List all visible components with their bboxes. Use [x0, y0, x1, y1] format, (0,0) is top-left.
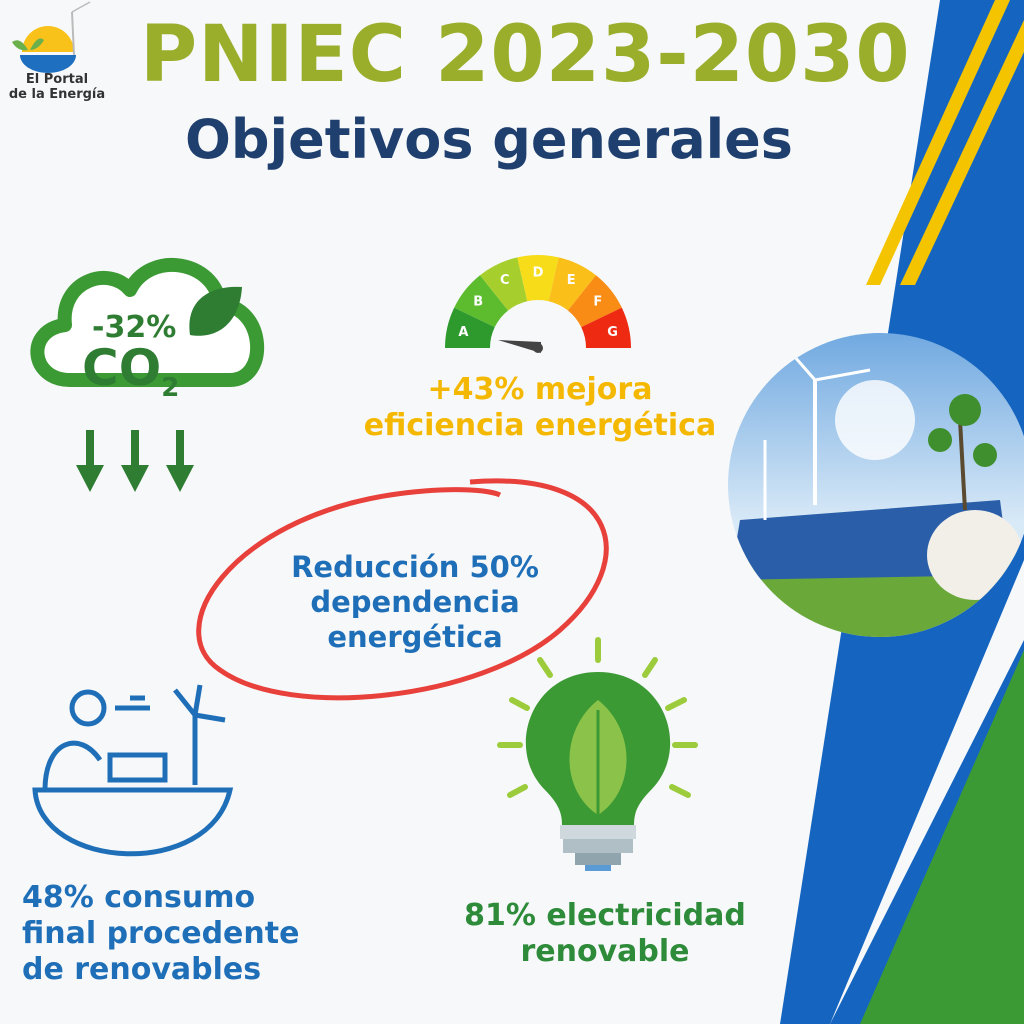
consumption-line3: de renovables	[22, 952, 262, 987]
gauge-hub	[533, 343, 543, 353]
gauge-segment	[548, 257, 596, 311]
yellow-stripe	[900, 20, 1024, 285]
co2-subscript: 2	[161, 373, 180, 403]
gauge-needle	[498, 340, 541, 353]
co2-label: CO2	[82, 338, 179, 404]
green-band	[860, 650, 1024, 1024]
gauge-label: B	[473, 294, 483, 309]
logo-text-line1: El Portal	[25, 72, 89, 87]
gauge-segment	[454, 275, 509, 328]
renewable-consumption-text: 48% consumo final procedente de renovabl…	[22, 880, 299, 988]
efficiency-line1: +43% mejora	[427, 372, 653, 407]
logo-text-line2: de la Energía	[8, 87, 106, 102]
dependency-text: Reducción 50% dependencia energética	[250, 550, 580, 654]
efficiency-line2: eficiencia energética	[363, 408, 717, 443]
logo: El Portal de la Energía	[2, 72, 112, 102]
efficiency-gauge-icon: A B C D E F G	[445, 255, 631, 353]
co2-cloud-icon	[30, 258, 265, 492]
efficiency-text: +43% mejora eficiencia energética	[360, 372, 720, 444]
dependency-line2: dependencia	[310, 584, 520, 619]
consumption-line2: final procedente	[22, 916, 300, 951]
electricity-line2: renovable	[520, 934, 690, 969]
electricity-text: 81% electricidad renovable	[440, 898, 770, 970]
planet-renewables-icon	[32, 684, 234, 857]
electricity-line1: 81% electricidad	[464, 898, 746, 933]
gauge-label: D	[533, 266, 544, 281]
lightbulb-icon	[497, 637, 698, 871]
consumption-line1: 48% consumo	[22, 880, 256, 915]
dependency-line3: energética	[327, 619, 503, 654]
yellow-stripe	[866, 0, 1010, 285]
page-title: PNIEC 2023-2030	[140, 10, 911, 100]
dependency-line1: Reducción 50%	[291, 550, 539, 584]
gauge-segment	[480, 257, 528, 311]
gauge-segment	[445, 307, 495, 348]
gauge-label: G	[607, 325, 618, 340]
gauge-label: E	[567, 273, 576, 288]
logo-icon	[12, 1, 91, 73]
gauge-label: F	[593, 294, 602, 309]
gauge-label: C	[500, 273, 510, 288]
gauge-segment	[517, 255, 559, 302]
page-subtitle: Objetivos generales	[185, 108, 793, 171]
co2-percent: -32%	[92, 310, 177, 345]
co2-text: CO	[82, 339, 162, 397]
gauge-label: A	[458, 325, 468, 340]
red-circle-annotation	[196, 478, 609, 701]
gauge-segment	[581, 307, 631, 348]
gauge-segment	[567, 275, 622, 328]
